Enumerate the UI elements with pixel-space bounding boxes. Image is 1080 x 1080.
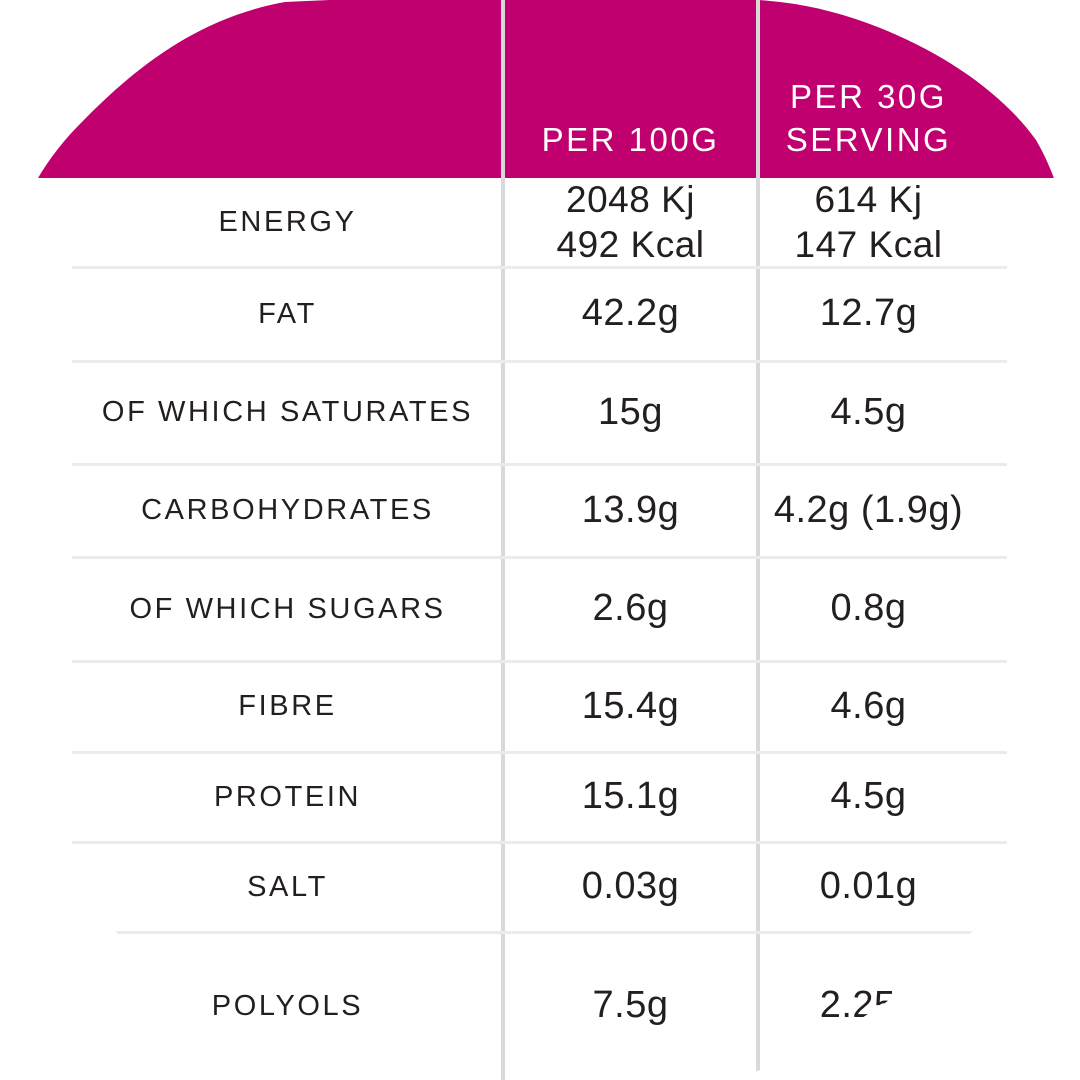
row-label: PROTEIN [213, 780, 362, 813]
value-per-30g: 4.2g (1.9g) [773, 488, 964, 531]
row-divider [72, 931, 1007, 934]
row-label: OF WHICH SATURATES [101, 396, 474, 428]
value-per-30g: 4.5g [830, 775, 907, 818]
value-per-100g: 42.2g [581, 292, 680, 335]
row-label: CARBOHYDRATES [141, 494, 434, 526]
value-per-30g: 2.25g [819, 984, 918, 1027]
row-label: OF WHICH SUGARS [129, 592, 446, 625]
column-header-per-100g-label: PER 100G [541, 121, 720, 159]
value-per-30g: 12.7g [819, 292, 918, 335]
value-per-30g: 4.6g [830, 684, 907, 727]
column-header-per-100g: PER 100G [503, 0, 758, 178]
value-per-100g: 2048 Kj 492 Kcal [556, 179, 705, 265]
row-divider [72, 751, 1007, 754]
column-header-per-30g-serving-label: PER 30G SERVING [785, 78, 952, 159]
value-per-30g: 614 Kj 147 Kcal [794, 179, 943, 265]
row-label: ENERGY [218, 206, 357, 238]
value-per-100g: 7.5g [592, 984, 669, 1027]
column-divider-1 [501, 0, 505, 1080]
row-label: FIBRE [238, 690, 337, 722]
value-per-100g: 2.6g [592, 587, 669, 630]
row-divider [72, 463, 1007, 466]
value-per-30g: 0.01g [819, 865, 918, 908]
value-per-30g: 0.8g [830, 587, 907, 630]
row-label: POLYOLS [211, 989, 364, 1022]
row-label: SALT [247, 870, 328, 903]
column-header-per-30g-serving: PER 30G SERVING [758, 0, 1005, 178]
row-divider [72, 660, 1007, 663]
row-divider [72, 841, 1007, 844]
row-divider [72, 360, 1007, 363]
row-divider [72, 266, 1007, 269]
value-per-100g: 13.9g [581, 488, 680, 531]
value-per-100g: 15.4g [581, 684, 680, 727]
value-per-100g: 0.03g [581, 865, 680, 908]
value-per-30g: 4.5g [830, 390, 907, 433]
row-divider [72, 556, 1007, 559]
nutrition-table: ENERGY 2048 Kj 492 Kcal 614 Kj 147 Kcal … [0, 178, 1005, 1080]
value-per-100g: 15.1g [581, 775, 680, 818]
column-divider-2 [756, 0, 760, 1080]
table-header-band: PER 100G PER 30G SERVING [0, 0, 1080, 178]
value-per-100g: 15g [598, 390, 663, 433]
row-label: FAT [258, 297, 317, 330]
